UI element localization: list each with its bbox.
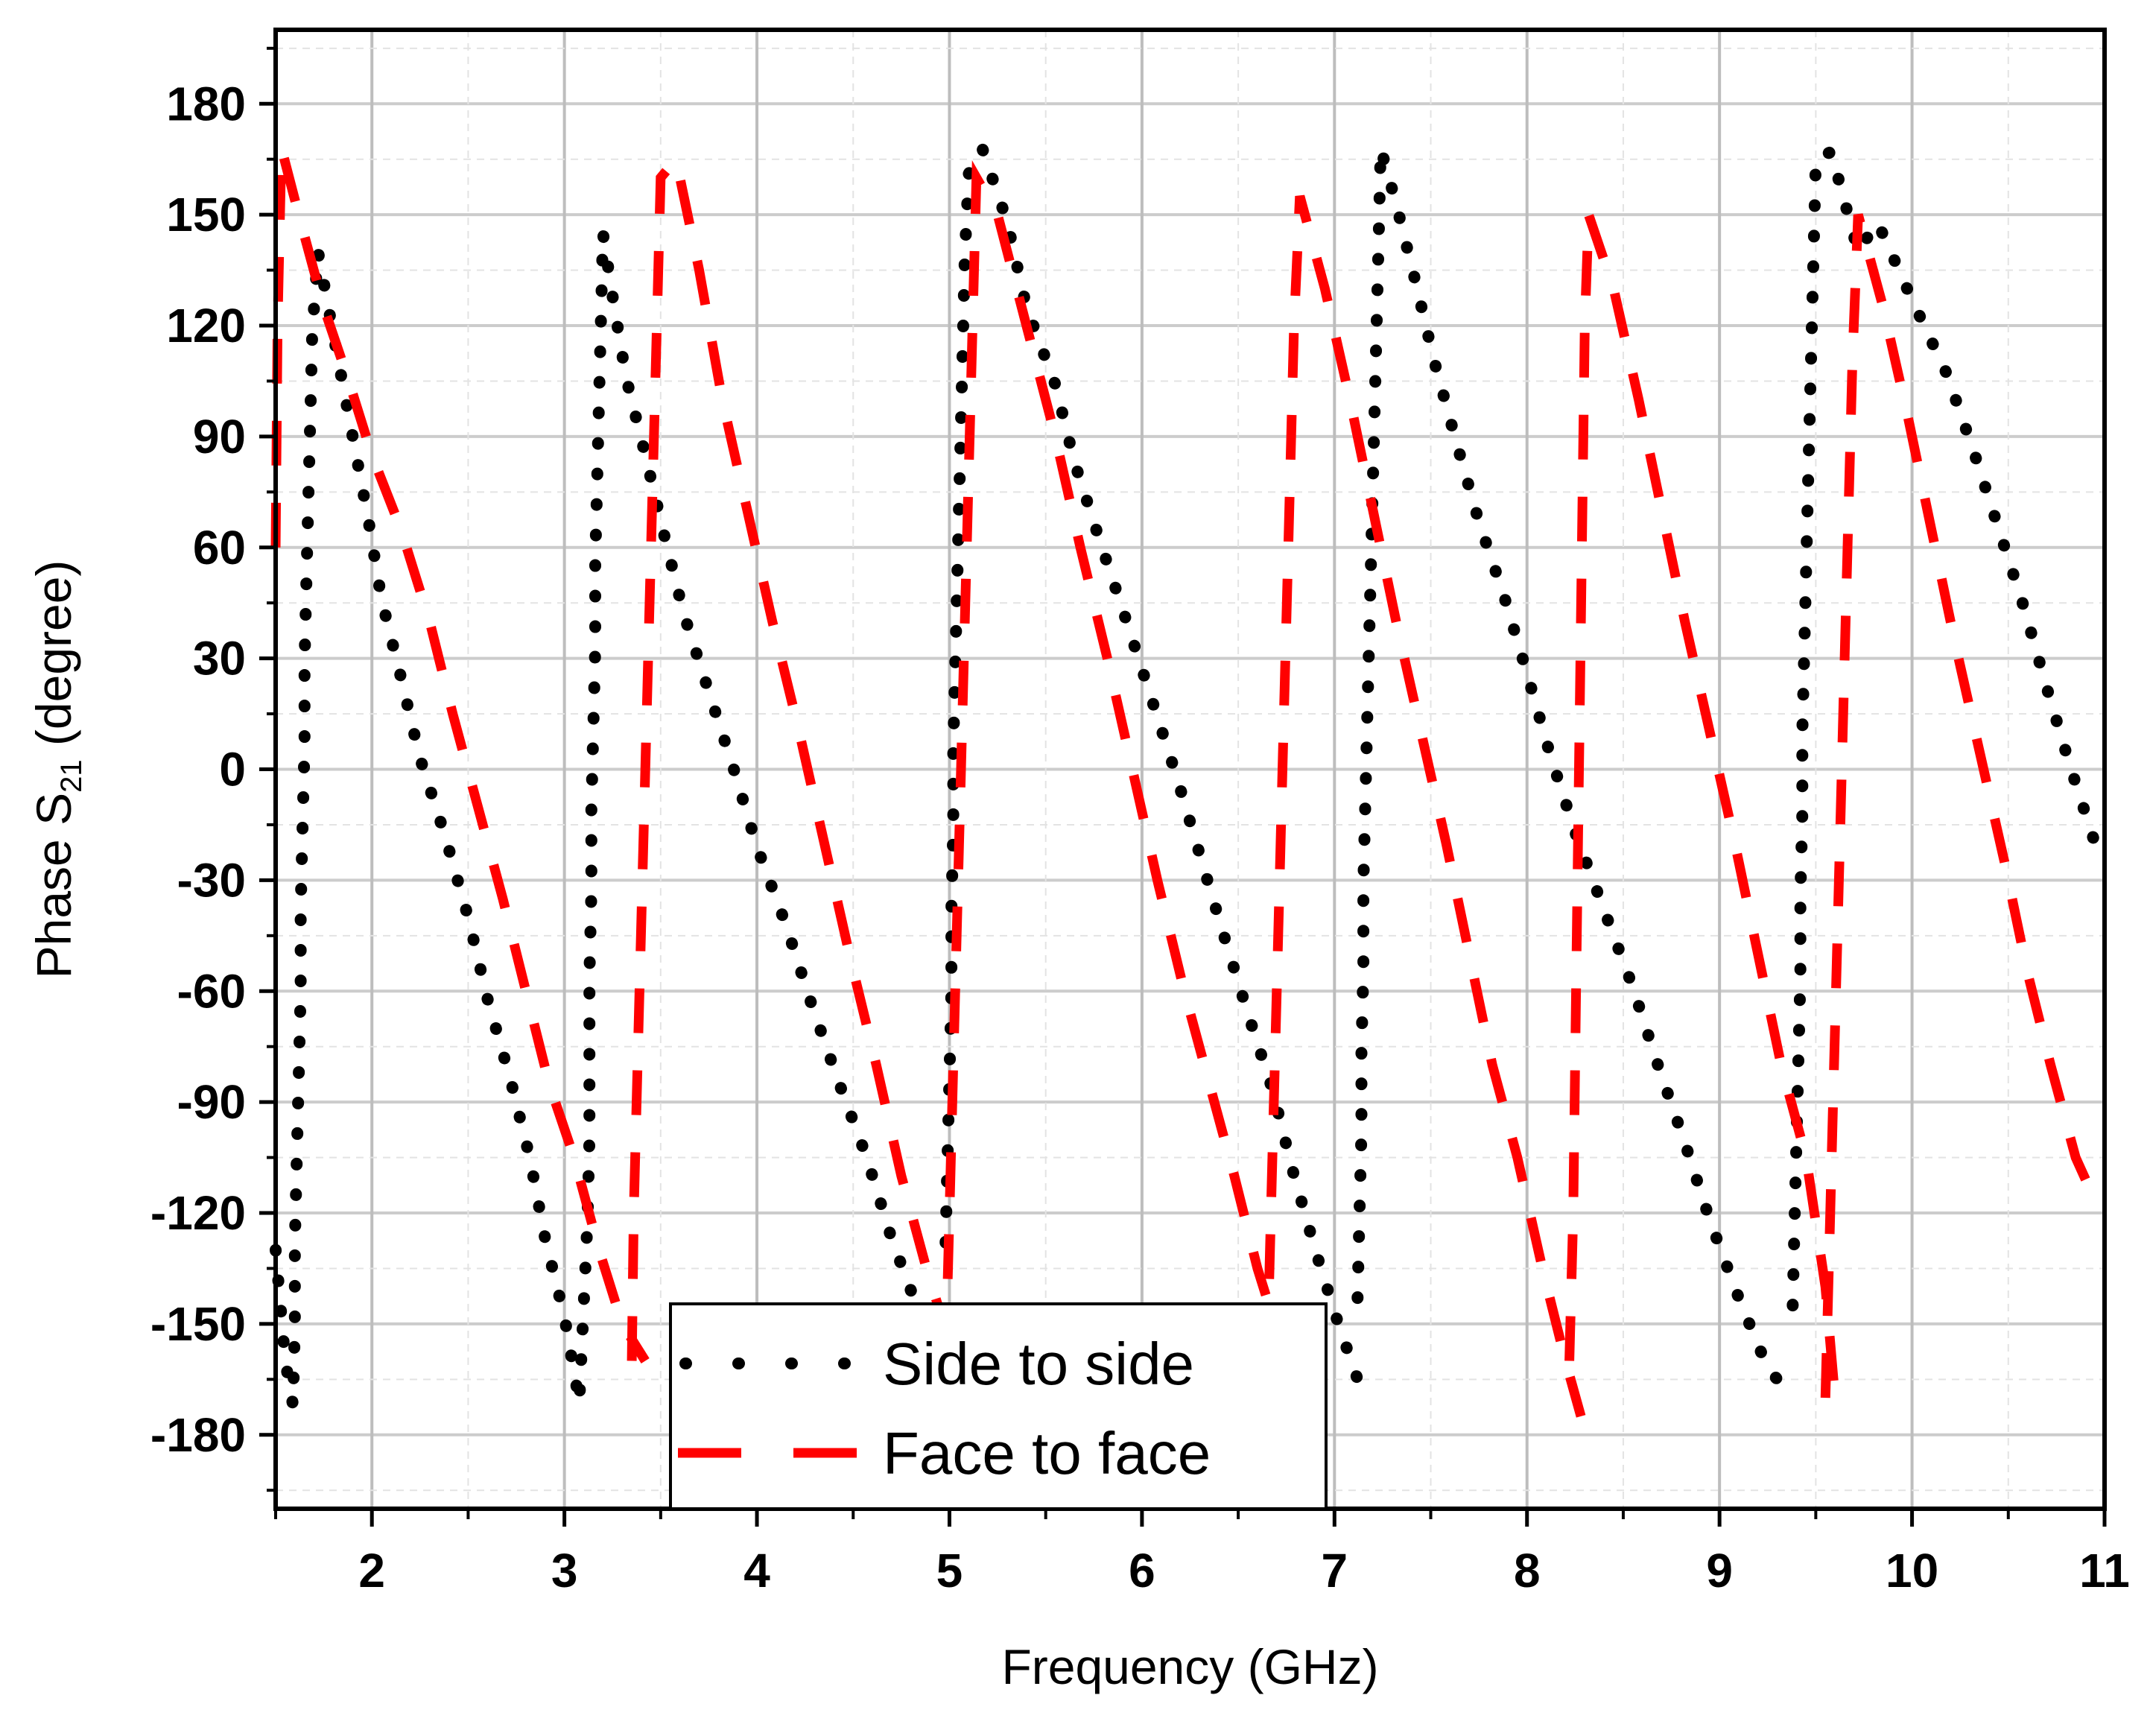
series-0-segment-3 [1351,146,1793,1397]
tick-labels: 180 150 120 90 60 30 0 -30 -60 -90 -120 -150 -180 2 3 4… [150,77,2130,1597]
x-tick-label: 10 [1886,1544,1938,1597]
series-1-segment-1 [627,148,954,1361]
x-tick-label: 11 [2079,1544,2130,1597]
x-tick-label: 6 [1129,1544,1155,1597]
legend-box [669,1302,1328,1510]
series-1-segment-5 [1820,213,2105,1398]
y-axis-title-subscript: 21 [55,759,88,793]
series-1 [270,147,2105,1418]
y-tick-label: -30 [177,853,247,907]
x-tick-label: 2 [358,1544,385,1597]
legend-label-side-to-side: Side to side [883,1331,1194,1397]
y-tick-label: 120 [166,299,246,352]
y-tick-label: 150 [166,188,246,241]
y-axis-title-main: Phase S [26,793,81,979]
series-layer [270,133,2105,1418]
y-tick-label: -60 [177,964,247,1018]
series-1-segment-0 [270,147,650,1363]
x-tick-label: 3 [551,1544,578,1597]
y-axis-title-end: (degree) [26,560,81,760]
series-1-segment-4 [1564,213,1840,1398]
x-tick-label: 9 [1706,1544,1733,1597]
series-0-segment-4 [1786,143,2102,1312]
y-tick-label: 30 [193,632,246,685]
axis-ticks [259,46,2107,1527]
x-tick-label: 8 [1514,1544,1541,1597]
y-tick-label: 180 [166,77,246,130]
series-0-segment-1 [574,232,946,1397]
series-1-segment-2 [940,160,1286,1361]
series-1-segment-3 [1262,194,1586,1418]
x-tick-label: 5 [936,1544,963,1597]
legend-label-face-to-face: Face to face [883,1420,1211,1486]
legend: Side to side Face to face [669,1302,1328,1510]
y-tick-label: -150 [150,1297,246,1351]
x-tick-label: 7 [1322,1544,1348,1597]
series-0-segment-0 [270,250,586,1411]
y-tick-label: -120 [150,1186,246,1240]
y-tick-label: -180 [150,1408,246,1462]
series-0 [270,133,2102,1411]
y-axis-title: Phase S21 (degree) [26,560,88,979]
y-tick-label: 90 [193,410,246,463]
y-tick-label: 60 [193,521,246,574]
x-axis-title: Frequency (GHz) [1001,1639,1378,1694]
y-tick-label: -90 [177,1075,247,1129]
y-tick-label: 0 [219,743,246,796]
x-tick-label: 4 [743,1544,770,1597]
